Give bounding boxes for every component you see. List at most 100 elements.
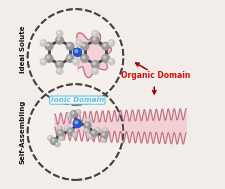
Circle shape (85, 129, 87, 130)
Circle shape (68, 44, 70, 46)
Circle shape (84, 122, 91, 129)
Circle shape (56, 31, 63, 37)
Circle shape (57, 62, 60, 65)
Circle shape (89, 135, 90, 136)
Circle shape (72, 59, 79, 65)
Circle shape (56, 61, 63, 69)
Circle shape (55, 142, 60, 147)
Circle shape (96, 129, 98, 130)
Text: Self-Assembling: Self-Assembling (20, 100, 25, 164)
Text: Ideal Solute: Ideal Solute (20, 26, 25, 73)
Circle shape (68, 56, 70, 59)
Circle shape (108, 59, 114, 65)
Circle shape (76, 40, 82, 46)
Circle shape (75, 50, 77, 53)
Circle shape (73, 49, 81, 57)
Circle shape (102, 128, 107, 133)
Circle shape (81, 55, 88, 62)
Circle shape (84, 128, 89, 133)
Circle shape (101, 132, 108, 139)
Circle shape (48, 136, 52, 141)
Circle shape (102, 133, 104, 135)
Circle shape (77, 41, 79, 43)
Circle shape (74, 60, 76, 62)
Circle shape (50, 138, 57, 145)
Circle shape (109, 60, 111, 62)
Circle shape (73, 48, 81, 56)
Circle shape (40, 40, 46, 46)
Circle shape (58, 127, 60, 129)
Circle shape (84, 128, 89, 132)
Circle shape (72, 112, 74, 114)
Circle shape (95, 128, 100, 133)
Circle shape (92, 131, 94, 133)
Circle shape (81, 55, 88, 62)
Circle shape (102, 55, 109, 62)
Circle shape (58, 131, 61, 133)
Circle shape (56, 143, 58, 144)
Circle shape (95, 128, 100, 133)
Polygon shape (55, 108, 185, 144)
Circle shape (56, 37, 63, 44)
Circle shape (102, 138, 103, 140)
Circle shape (57, 69, 60, 71)
Circle shape (109, 41, 111, 43)
Circle shape (57, 38, 60, 40)
Circle shape (72, 133, 74, 135)
Circle shape (90, 130, 97, 137)
Circle shape (76, 110, 81, 115)
Circle shape (82, 56, 85, 59)
Circle shape (88, 134, 92, 139)
Circle shape (91, 37, 99, 44)
Circle shape (40, 59, 46, 65)
Circle shape (82, 44, 85, 46)
Circle shape (76, 40, 82, 46)
Circle shape (51, 138, 57, 145)
Circle shape (92, 62, 95, 65)
Circle shape (92, 68, 98, 74)
Circle shape (93, 32, 95, 34)
Circle shape (64, 126, 69, 131)
Circle shape (101, 137, 106, 142)
Circle shape (103, 56, 106, 59)
Circle shape (68, 129, 71, 132)
Circle shape (91, 36, 99, 44)
Circle shape (91, 130, 97, 137)
Circle shape (73, 119, 81, 128)
Circle shape (57, 32, 60, 34)
Circle shape (45, 55, 53, 62)
Circle shape (47, 56, 49, 59)
Circle shape (66, 43, 74, 50)
Circle shape (92, 31, 98, 37)
Polygon shape (76, 33, 111, 78)
Circle shape (56, 61, 63, 68)
Circle shape (84, 122, 90, 129)
Text: Ionic Domain: Ionic Domain (51, 97, 104, 103)
Circle shape (57, 130, 64, 137)
Circle shape (81, 43, 88, 50)
Circle shape (108, 59, 114, 65)
Circle shape (91, 61, 99, 69)
Circle shape (56, 31, 62, 36)
Circle shape (56, 36, 63, 44)
Circle shape (103, 129, 105, 131)
Circle shape (67, 128, 74, 135)
Circle shape (57, 126, 62, 131)
Text: Organic Domain: Organic Domain (121, 71, 190, 80)
Circle shape (55, 142, 60, 147)
Circle shape (108, 40, 114, 46)
Circle shape (76, 111, 78, 112)
Circle shape (101, 43, 109, 50)
Circle shape (73, 59, 79, 65)
Circle shape (47, 44, 49, 46)
Circle shape (66, 55, 74, 62)
Circle shape (70, 111, 77, 118)
Circle shape (27, 9, 123, 105)
Circle shape (86, 119, 90, 123)
Circle shape (45, 55, 52, 62)
Circle shape (45, 43, 52, 50)
Circle shape (88, 134, 93, 139)
Circle shape (52, 139, 54, 141)
Circle shape (56, 68, 62, 74)
Circle shape (40, 40, 46, 46)
